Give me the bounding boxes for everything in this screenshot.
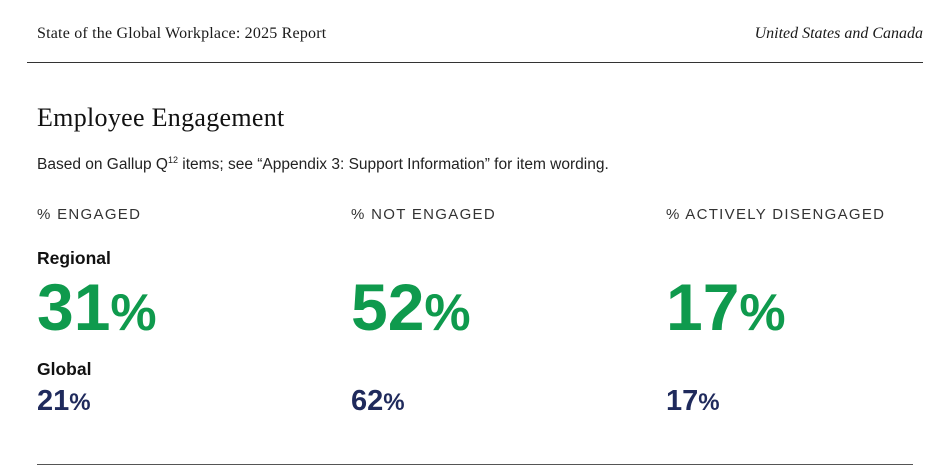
percent-sign: % (110, 284, 157, 342)
metric-global-value: 62% (351, 383, 405, 421)
regional-number: 52 (351, 270, 425, 344)
metric-regional-value: 31% (37, 269, 157, 351)
report-header-region: United States and Canada (754, 25, 923, 42)
metric-heading: % ENGAGED (37, 206, 142, 223)
footer-divider (37, 464, 913, 465)
metric-heading: % NOT ENGAGED (351, 206, 496, 223)
metric-heading: % ACTIVELY DISENGAGED (666, 206, 886, 223)
header-divider (27, 62, 923, 63)
metric-global-value: 21% (37, 383, 91, 421)
percent-sign: % (739, 284, 786, 342)
row-label-regional: Regional (37, 248, 111, 268)
global-number: 21 (37, 385, 70, 417)
percent-sign: % (69, 389, 91, 416)
subtitle-text-pre: Based on Gallup Q (37, 156, 168, 173)
metric-regional-value: 52% (351, 269, 471, 351)
report-header-title: State of the Global Workplace: 2025 Repo… (37, 25, 327, 42)
section-title: Employee Engagement (37, 103, 285, 132)
global-number: 62 (351, 385, 384, 417)
regional-number: 17 (666, 270, 740, 344)
subtitle-superscript: 12 (167, 155, 178, 165)
section-subtitle: Based on Gallup Q12 items; see “Appendix… (37, 155, 609, 174)
percent-sign: % (383, 389, 405, 416)
subtitle-text-post: items; see “Appendix 3: Support Informat… (178, 156, 609, 173)
row-label-global: Global (37, 359, 92, 379)
regional-number: 31 (37, 270, 111, 344)
percent-sign: % (424, 284, 471, 342)
metric-global-value: 17% (666, 383, 720, 421)
metric-regional-value: 17% (666, 269, 786, 351)
global-number: 17 (666, 385, 699, 417)
percent-sign: % (698, 389, 720, 416)
